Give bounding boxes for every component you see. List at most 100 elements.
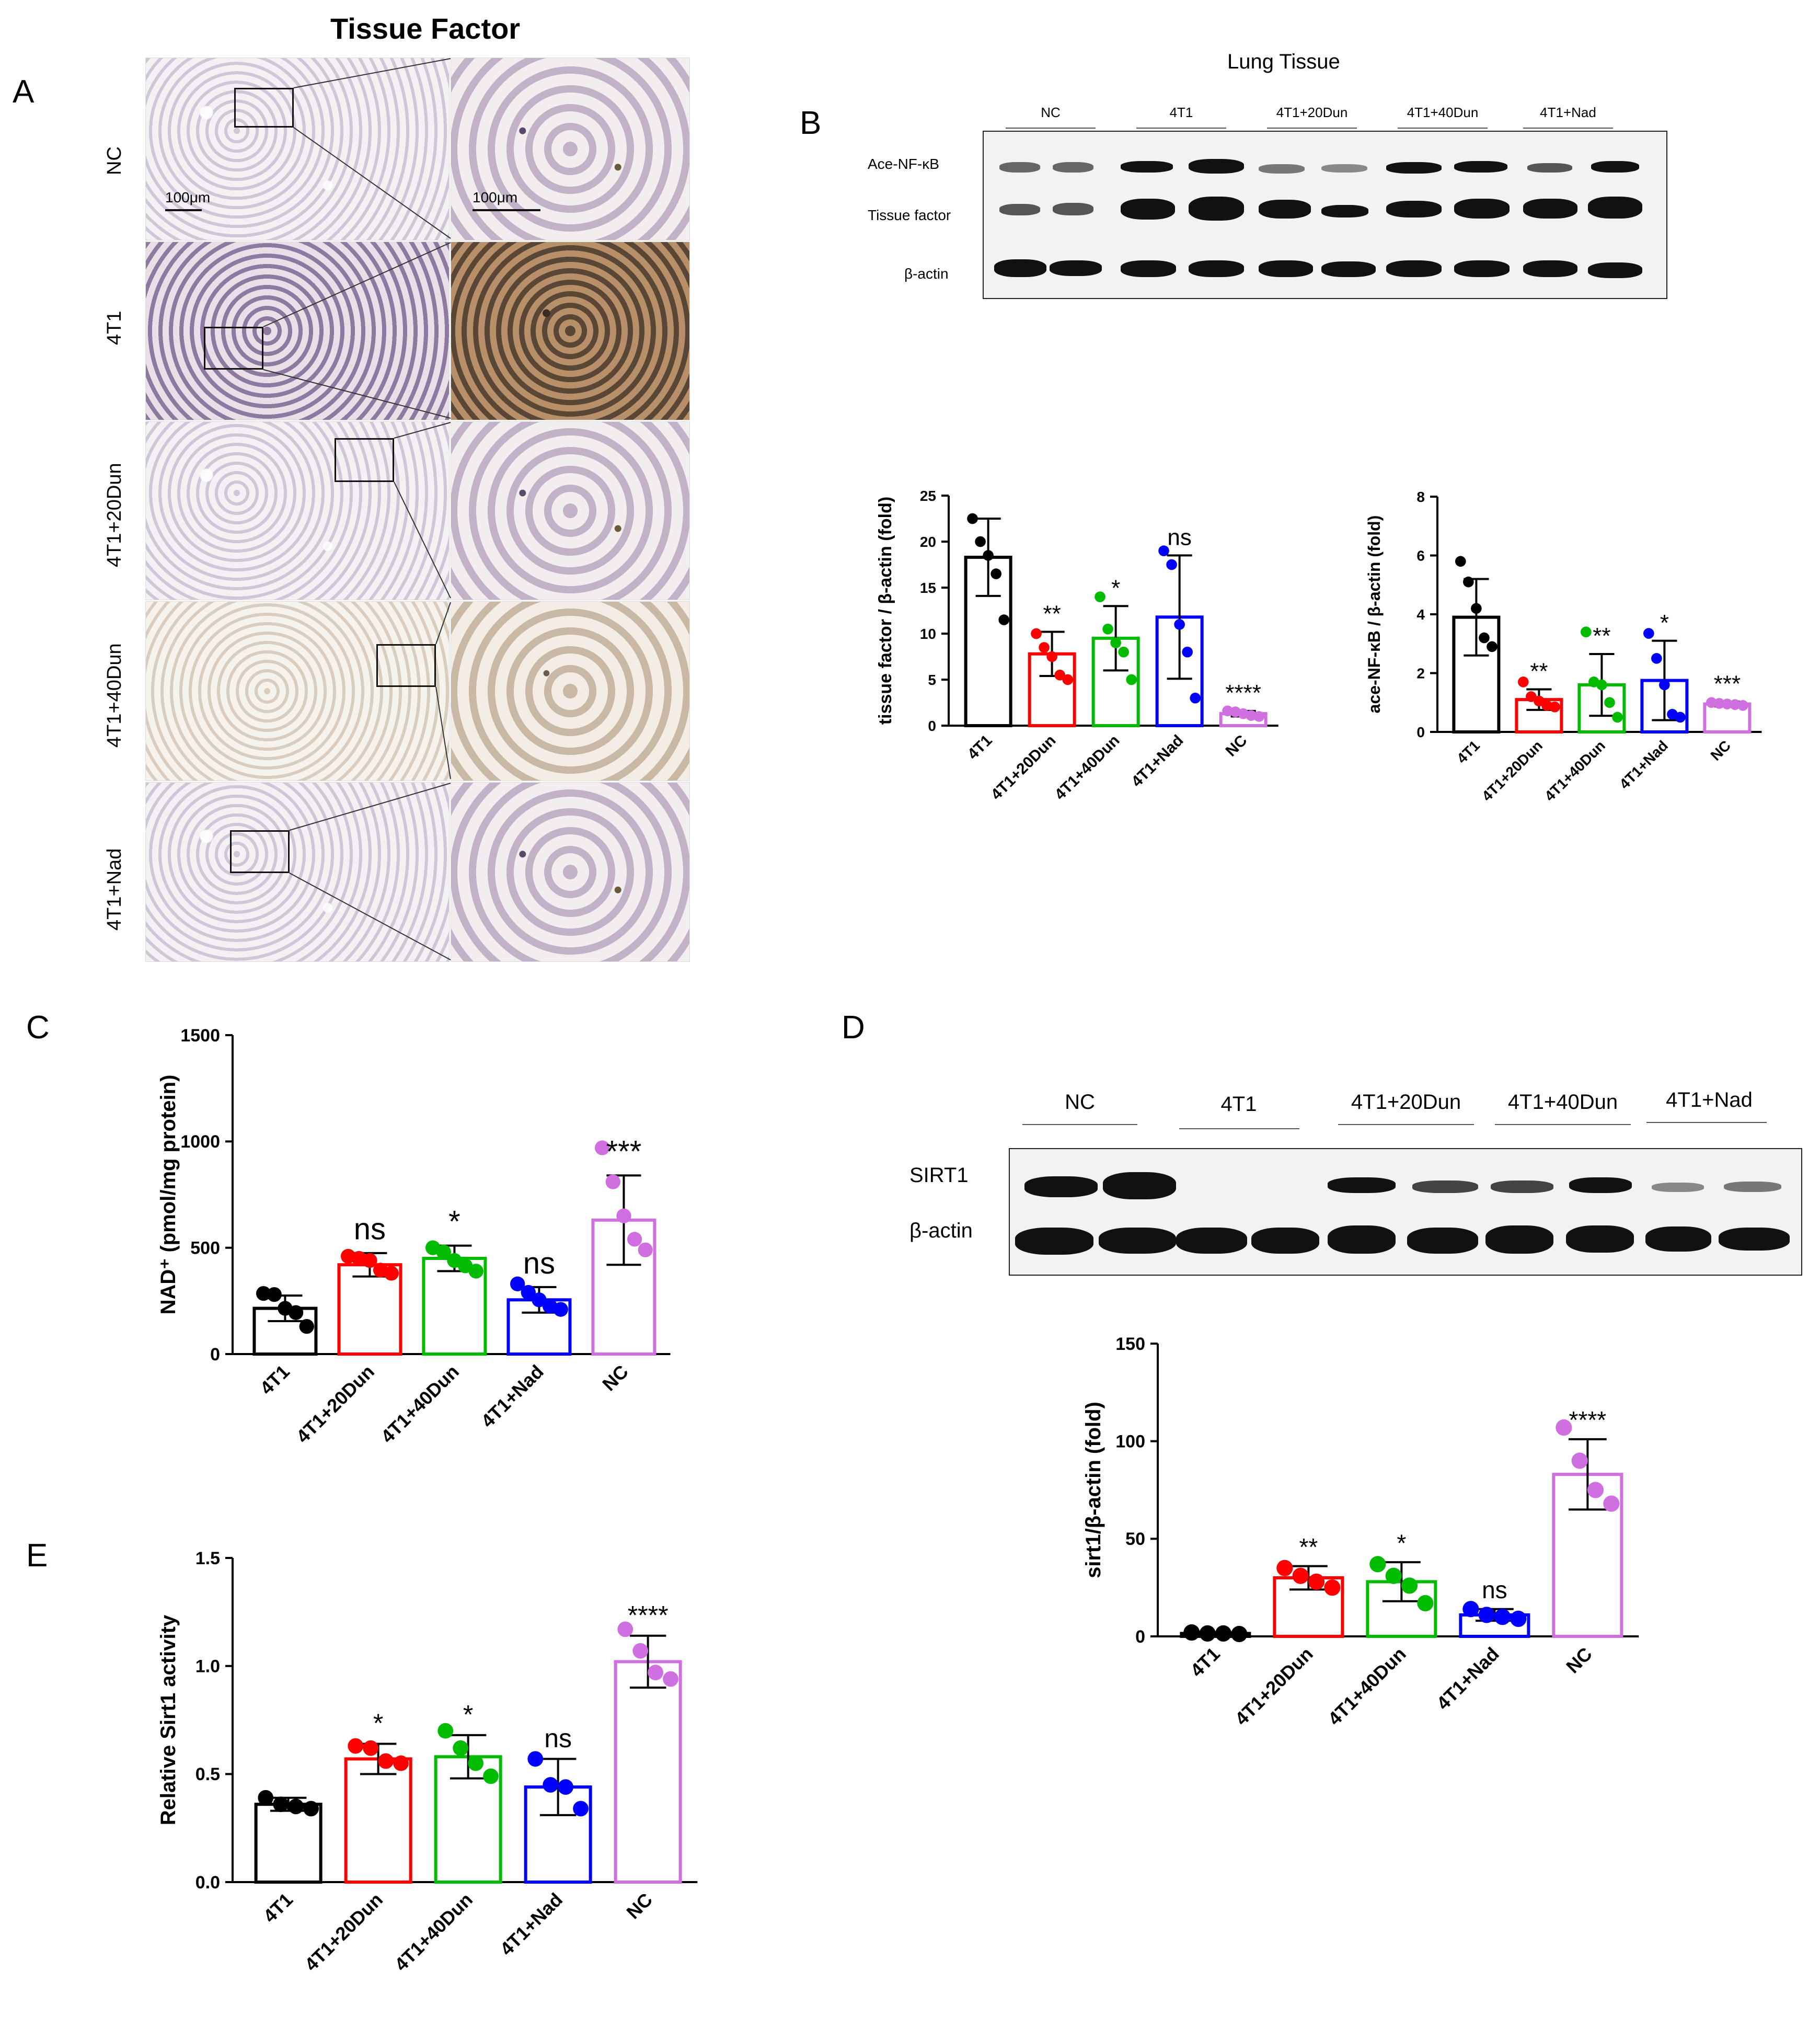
data-point (648, 1665, 663, 1680)
band (1491, 1180, 1553, 1193)
zoom-connector-lines (263, 58, 451, 960)
panel-letter-e: E (26, 1538, 48, 1574)
x-tick-label: 4T1+20Dun (987, 732, 1059, 804)
blot-lane-label: 4T1+20Dun (1276, 105, 1348, 120)
blot-lane-label: 4T1+40Dun (1407, 105, 1479, 120)
lane-underline (1338, 1124, 1474, 1125)
y-tick-label: 0.5 (195, 1764, 220, 1784)
significance-label: ns (523, 1246, 555, 1280)
data-point (627, 1232, 642, 1247)
band (1015, 1228, 1093, 1255)
band (1569, 1177, 1632, 1193)
y-tick-label: 500 (190, 1239, 220, 1258)
panel-letter-a: A (13, 74, 34, 110)
data-point (616, 1208, 631, 1223)
x-tick-label: 4T1+Nad (1432, 1643, 1503, 1714)
scale-label: 100μm (165, 189, 211, 205)
y-tick-label: 10 (920, 626, 936, 642)
significance-label: ns (544, 1724, 572, 1753)
significance-label: * (448, 1205, 460, 1239)
data-point (1714, 698, 1725, 709)
significance-label: * (1111, 575, 1120, 601)
ihc-lowmag-image (145, 421, 450, 600)
data-point (378, 1753, 394, 1769)
significance-label: ns (1167, 525, 1191, 551)
data-point (527, 1751, 544, 1767)
bar (344, 1757, 412, 1884)
scale-label: 100μm (473, 189, 518, 205)
y-tick-label: 6 (1416, 547, 1425, 564)
data-point (998, 614, 1010, 625)
data-point (258, 1790, 274, 1806)
data-point (975, 536, 986, 547)
significance-label: ** (1530, 659, 1548, 684)
data-point (1580, 626, 1592, 638)
data-point (1730, 699, 1741, 710)
blot-row-label: β-actin (909, 1219, 973, 1242)
data-point (363, 1740, 379, 1756)
data-point (1571, 1452, 1588, 1469)
x-tick-label: NC (1223, 732, 1251, 760)
y-tick-label: 0 (1135, 1627, 1145, 1647)
x-tick-label: 4T1+20Dun (1479, 737, 1546, 804)
data-point (1675, 712, 1686, 723)
data-point (1222, 705, 1233, 717)
data-point (1126, 674, 1137, 685)
blot-lane-label: NC (1041, 105, 1061, 120)
ihc-lowmag-image (145, 601, 450, 781)
band (1099, 1228, 1176, 1254)
data-point (1110, 637, 1121, 648)
data-point (1324, 1579, 1341, 1596)
y-tick-label: 1500 (180, 1026, 220, 1046)
data-point (453, 1740, 469, 1756)
data-point (1471, 603, 1482, 614)
data-point (1031, 628, 1042, 639)
x-tick-label: 4T1+40Dun (390, 1889, 477, 1976)
blot-lane-label: 4T1 (1220, 1093, 1257, 1116)
data-point (1215, 1625, 1232, 1642)
y-tick-label: 25 (920, 488, 936, 504)
blot-lane-label: 4T1+40Dun (1507, 1091, 1618, 1114)
y-tick-label: 150 (1115, 1334, 1145, 1354)
x-tick-label: NC (1562, 1643, 1596, 1678)
band (1050, 260, 1102, 276)
data-point (362, 1253, 377, 1268)
blot-row-label: SIRT1 (909, 1164, 969, 1187)
data-point (1510, 1610, 1527, 1627)
x-tick-label: 4T1+20Dun (1230, 1643, 1317, 1730)
band (994, 259, 1046, 277)
lane-underline (1136, 128, 1226, 129)
band (1121, 260, 1176, 277)
data-point (288, 1305, 304, 1320)
data-point (553, 1302, 568, 1317)
significance-label: ** (1593, 623, 1610, 649)
band (1566, 1225, 1634, 1253)
x-tick-label: 4T1+20Dun (301, 1889, 387, 1976)
data-point (1190, 692, 1201, 704)
y-tick-label: 1000 (180, 1132, 220, 1152)
ihc-lowmag-image (145, 242, 450, 420)
data-point (1231, 1625, 1248, 1643)
band (1719, 1228, 1790, 1251)
data-point (1612, 712, 1623, 723)
panel-letter-c: C (26, 1010, 50, 1046)
data-point (1102, 623, 1113, 635)
blot-row-label: β-actin (904, 266, 949, 282)
significance-label: **** (1225, 680, 1261, 706)
x-tick-label: 4T1+40Dun (1051, 732, 1123, 804)
panel-a-title: Tissue Factor (330, 12, 521, 45)
lane-underline (1179, 1128, 1299, 1129)
significance-label: *** (606, 1134, 642, 1168)
band (1386, 260, 1442, 277)
blot-lane-label: 4T1+Nad (1666, 1088, 1753, 1111)
data-point (532, 1292, 547, 1308)
data-point (1199, 1625, 1216, 1642)
data-point (594, 1140, 610, 1155)
band (1386, 162, 1442, 174)
data-point (1534, 695, 1545, 707)
data-point (663, 1671, 678, 1687)
band (1645, 1226, 1711, 1252)
band (1259, 164, 1305, 174)
band (1527, 163, 1572, 173)
data-point (436, 1244, 451, 1259)
